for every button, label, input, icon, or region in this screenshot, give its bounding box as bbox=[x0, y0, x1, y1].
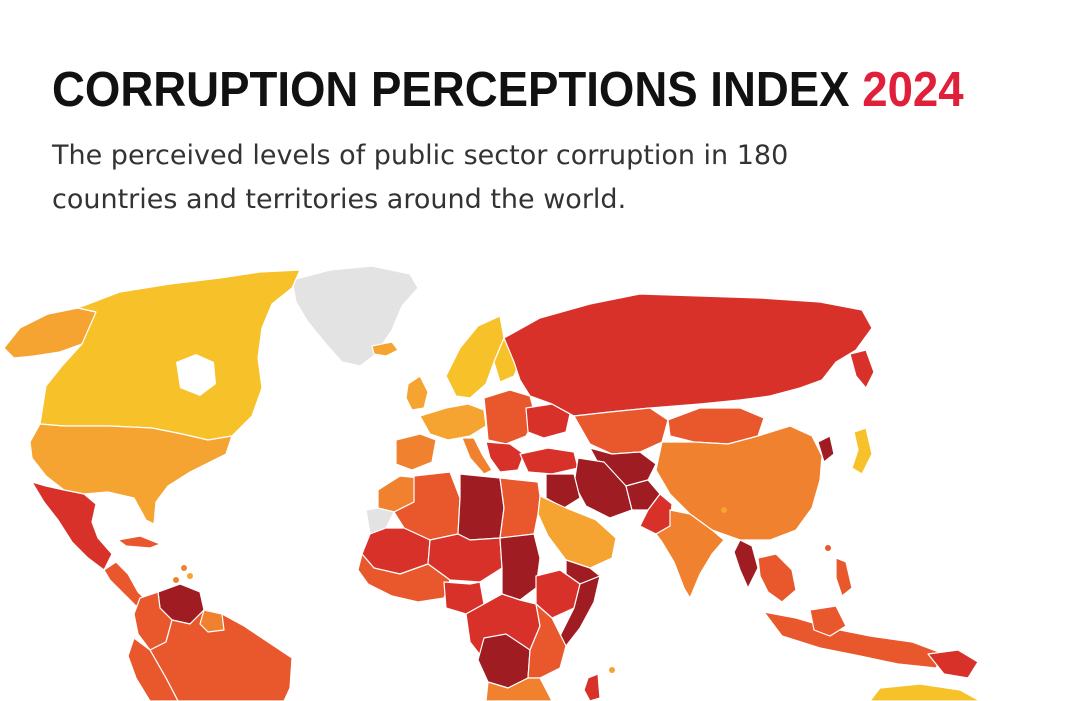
region-libya bbox=[457, 473, 505, 541]
region-west-africa bbox=[357, 553, 451, 603]
region-western-sahara bbox=[365, 507, 395, 535]
marker-pacific-2 bbox=[825, 545, 831, 551]
region-kazakhstan bbox=[573, 407, 669, 455]
region-greenland bbox=[291, 265, 419, 367]
region-egypt bbox=[499, 477, 541, 539]
world-map bbox=[0, 258, 1068, 701]
region-indonesia bbox=[763, 611, 945, 669]
region-southern-africa bbox=[485, 677, 553, 701]
region-uk bbox=[405, 375, 429, 411]
water-hudson-bay bbox=[176, 354, 216, 396]
region-iberia bbox=[395, 433, 437, 471]
region-scandinavia bbox=[445, 315, 505, 399]
region-mexico bbox=[31, 481, 113, 571]
region-india bbox=[655, 509, 725, 599]
region-korea bbox=[817, 435, 835, 463]
region-russia bbox=[503, 293, 873, 417]
page-subtitle: The perceived levels of public sector co… bbox=[52, 140, 789, 215]
marker-caribbean-2 bbox=[187, 573, 193, 579]
region-saudi-arabia bbox=[537, 495, 617, 569]
region-philippines bbox=[835, 557, 853, 597]
region-australia bbox=[869, 683, 981, 701]
region-guyana bbox=[199, 609, 225, 633]
region-italy bbox=[461, 437, 493, 475]
region-sudan bbox=[499, 533, 541, 601]
region-cuba bbox=[117, 535, 161, 549]
region-se-asia bbox=[757, 553, 797, 603]
region-turkey bbox=[519, 447, 579, 475]
region-madagascar bbox=[583, 673, 601, 701]
region-somalia bbox=[559, 575, 601, 647]
marker-caribbean-1 bbox=[181, 565, 187, 571]
region-western-europe bbox=[419, 403, 487, 441]
region-borneo bbox=[809, 605, 847, 637]
page-title: CORRUPTION PERCEPTIONS INDEX 2024 bbox=[52, 58, 964, 122]
marker-caribbean-3 bbox=[173, 577, 179, 583]
region-png bbox=[927, 649, 979, 679]
world-map-svg bbox=[3, 265, 981, 701]
region-balkans bbox=[485, 441, 525, 473]
region-iceland bbox=[371, 341, 399, 357]
region-japan bbox=[851, 427, 873, 475]
region-usa bbox=[29, 423, 233, 525]
region-iraq-syria bbox=[545, 473, 581, 509]
region-canada bbox=[39, 269, 301, 441]
header: CORRUPTION PERCEPTIONS INDEX 2024 The pe… bbox=[52, 58, 1032, 222]
region-china bbox=[655, 425, 823, 541]
title-main: CORRUPTION PERCEPTIONS INDEX bbox=[52, 63, 850, 117]
region-kamchatka bbox=[849, 349, 875, 389]
marker-indian-ocean bbox=[609, 667, 615, 673]
region-eastern-europe bbox=[483, 389, 537, 445]
region-myanmar bbox=[733, 539, 759, 589]
title-year: 2024 bbox=[862, 63, 964, 117]
marker-pacific-1 bbox=[721, 507, 727, 513]
region-peru bbox=[127, 637, 179, 701]
